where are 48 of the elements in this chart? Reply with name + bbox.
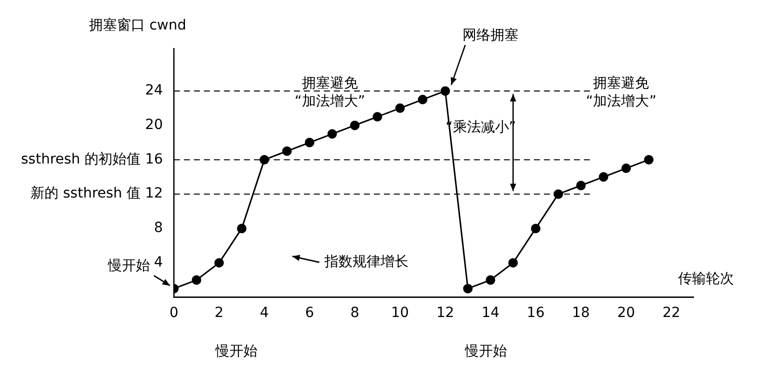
- y-tick-label: 8: [154, 220, 163, 236]
- x-tick-label: 8: [350, 305, 360, 322]
- x-axis-title: 传输轮次: [678, 270, 734, 287]
- point: [508, 258, 518, 268]
- text: 慢开始: [214, 344, 258, 360]
- point: [214, 258, 224, 268]
- x-tick-label: 12: [436, 305, 454, 322]
- point: [192, 275, 202, 285]
- annotation: 拥塞避免 “加法增大”: [586, 75, 656, 110]
- x-tick-label: 20: [617, 305, 636, 322]
- point: [598, 172, 608, 182]
- point: [463, 284, 473, 294]
- y-tick-label: 新的 ssthresh 值 12: [30, 186, 163, 202]
- x-tick-label: 22: [662, 305, 680, 322]
- point: [350, 120, 360, 130]
- x-tick-label: 14: [482, 305, 500, 322]
- annotation: 慢开始: [106, 258, 150, 274]
- y-axis-title: 拥塞窗口 cwnd: [88, 18, 186, 34]
- point: [327, 129, 337, 139]
- point: [418, 94, 428, 104]
- point: [621, 164, 631, 174]
- point: [236, 224, 246, 234]
- annotation: 拥塞避免 “加法增大”: [294, 75, 366, 110]
- x-tick-label: 2: [214, 305, 224, 322]
- x-tick-label: 6: [305, 305, 314, 322]
- x-tick-label: 10: [391, 305, 409, 322]
- annotation: 网络拥塞: [462, 28, 518, 44]
- x-tick-label: 4: [260, 305, 269, 322]
- point: [260, 154, 270, 164]
- point: [530, 224, 540, 234]
- point: [372, 112, 382, 122]
- point: [282, 146, 292, 156]
- point: [395, 103, 405, 113]
- y-tick-label: 4: [154, 254, 163, 270]
- y-tick-label: 20: [145, 116, 163, 133]
- y-tick-label: 24: [145, 82, 163, 99]
- text: 慢开始: [464, 344, 507, 360]
- x-tick-label: 0: [169, 305, 178, 322]
- point: [486, 275, 496, 285]
- point: [440, 86, 450, 96]
- point: [644, 154, 654, 164]
- point: [554, 189, 564, 199]
- annotation: 指数规律增长: [323, 254, 408, 270]
- point: [576, 180, 586, 190]
- point: [304, 138, 314, 148]
- x-tick-label: 18: [572, 305, 590, 322]
- y-tick-label: ssthresh 的初始值 16: [20, 151, 163, 168]
- x-tick-label: 16: [526, 305, 545, 322]
